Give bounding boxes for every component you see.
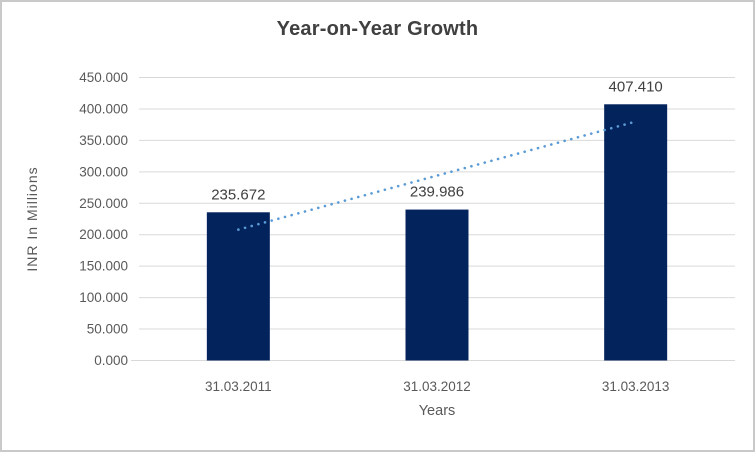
y-tick-label: 0.000 bbox=[94, 353, 128, 368]
y-tick-label: 400.000 bbox=[79, 101, 128, 116]
y-tick-label: 200.000 bbox=[79, 227, 128, 242]
chart-title: Year-on-Year Growth bbox=[276, 18, 479, 40]
x-axis-title: Years bbox=[418, 403, 456, 419]
bar bbox=[405, 209, 469, 361]
bar bbox=[604, 104, 668, 361]
y-tick-label: 300.000 bbox=[79, 164, 128, 179]
y-tick-label: 450.000 bbox=[79, 70, 128, 85]
y-tick-label: 100.000 bbox=[79, 290, 128, 305]
x-tick-label: 31.03.2011 bbox=[205, 379, 272, 394]
x-tick-label: 31.03.2013 bbox=[602, 379, 670, 394]
bar bbox=[206, 212, 270, 361]
data-label: 407.410 bbox=[609, 78, 663, 95]
data-label: 235.672 bbox=[211, 186, 265, 203]
y-tick-label: 350.000 bbox=[79, 133, 128, 148]
trendline bbox=[237, 120, 637, 231]
y-tick-label: 50.000 bbox=[87, 322, 128, 337]
x-tick-label: 31.03.2012 bbox=[403, 379, 471, 394]
y-tick-label: 250.000 bbox=[79, 196, 128, 211]
y-tick-label: 150.000 bbox=[79, 259, 128, 274]
data-label: 239.986 bbox=[410, 184, 464, 201]
